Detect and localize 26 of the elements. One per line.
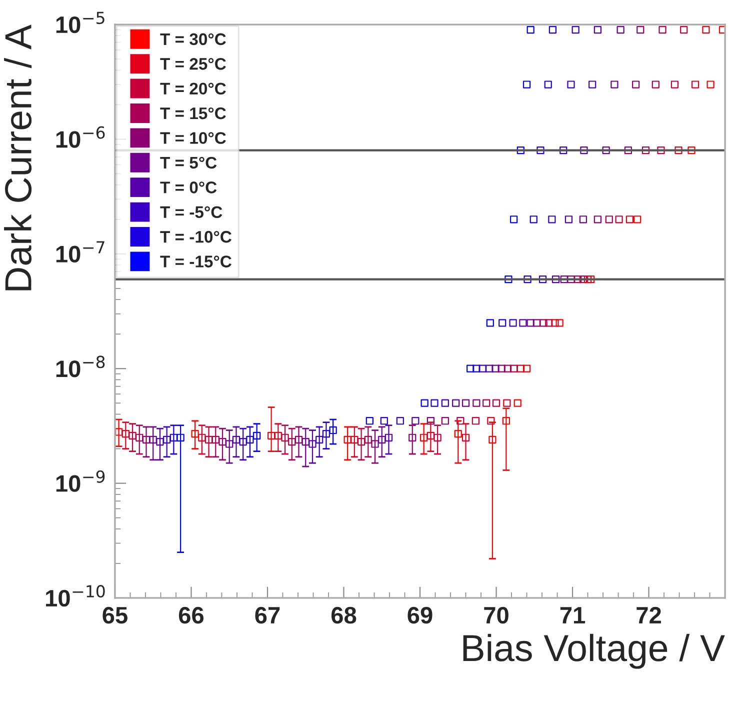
legend-label: T = 30°C [160, 33, 226, 46]
legend-label: T = -5°C [160, 206, 222, 218]
x-tick-label: 72 [636, 606, 661, 624]
y-tick-label: 10$^{−10}$ [46, 585, 105, 607]
x-tick-label: 68 [331, 606, 356, 624]
legend-label: T = 0°C [160, 182, 217, 194]
y-axis-title: Dark Current / A [4, 24, 32, 290]
legend-label: T = -10°C [160, 230, 232, 243]
legend-label: T = -15°C [160, 256, 232, 268]
x-tick-label: 69 [408, 606, 432, 624]
x-tick-label: 70 [484, 606, 508, 624]
x-tick-label: 65 [102, 606, 128, 624]
y-tick-label: 10$^{−9}$ [56, 470, 105, 492]
legend-label: T = 15°C [160, 107, 226, 120]
y-tick-label: 10$^{−7}$ [56, 241, 104, 263]
legend-label: T = 20°C [160, 82, 226, 95]
legend-label: T = 25°C [160, 58, 226, 70]
x-axis-title: Bias Voltage / V [463, 634, 725, 669]
y-tick-label: 10$^{−5}$ [56, 12, 104, 34]
y-tick-label: 10$^{−6}$ [56, 126, 105, 148]
legend-label: T = 10°C [160, 132, 226, 144]
x-tick-label: 66 [178, 606, 204, 624]
legend-label: T = 5°C [160, 156, 217, 169]
y-tick-label: 10$^{−8}$ [56, 356, 105, 378]
x-tick-label: 71 [560, 607, 585, 624]
x-tick-label: 67 [255, 606, 280, 624]
